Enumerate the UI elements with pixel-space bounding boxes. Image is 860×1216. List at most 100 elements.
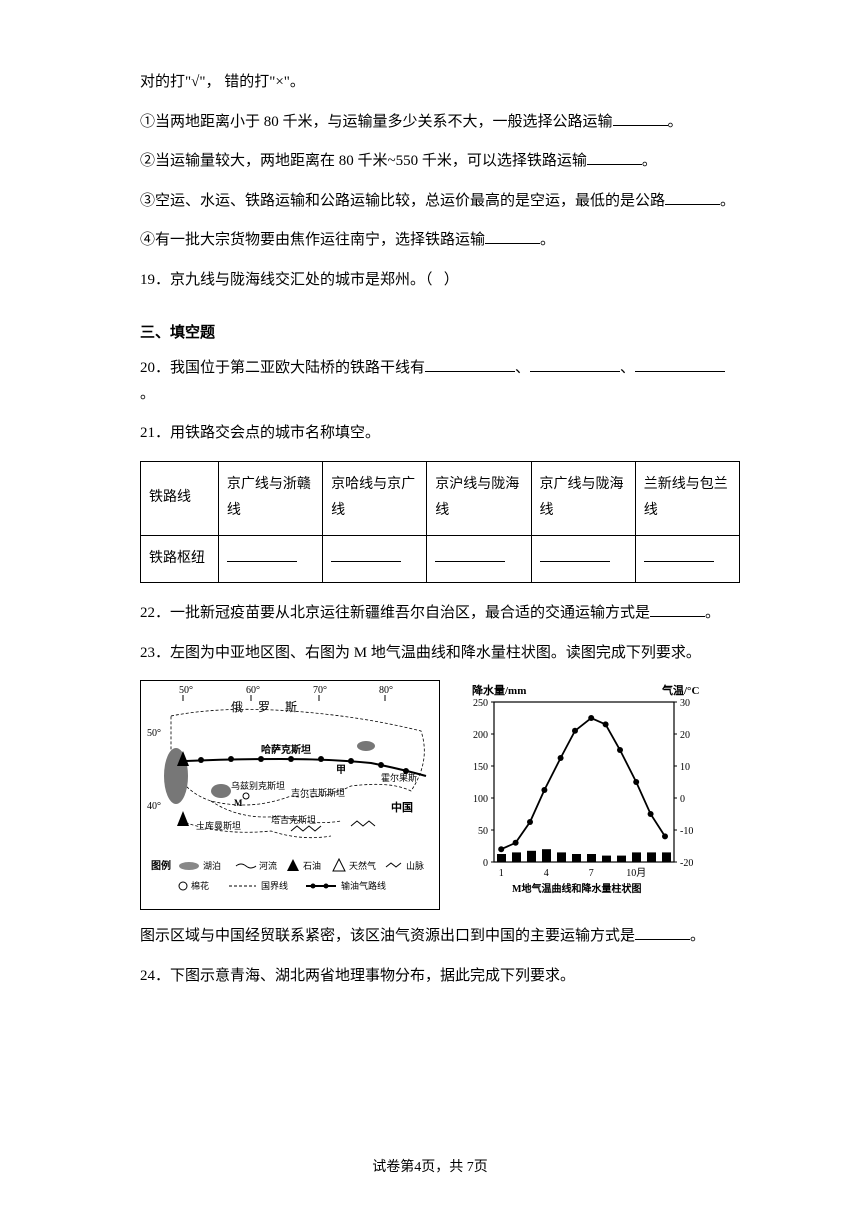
row2-c5 bbox=[635, 535, 739, 583]
blank-20b[interactable] bbox=[530, 356, 620, 372]
huoerguosi-label: 霍尔果斯 bbox=[381, 772, 417, 783]
svg-text:50: 50 bbox=[478, 826, 488, 837]
svg-text:10: 10 bbox=[680, 762, 690, 773]
svg-text:150: 150 bbox=[473, 762, 488, 773]
row1-head: 铁路线 bbox=[141, 461, 219, 535]
blank-23b[interactable] bbox=[635, 924, 690, 940]
blank-hub-3[interactable] bbox=[435, 548, 505, 562]
table-row: 铁路线 京广线与浙赣线 京哈线与京广线 京沪线与陇海线 京广线与陇海线 兰新线与… bbox=[141, 461, 740, 535]
tajikistan-label: 塔吉克斯坦 bbox=[271, 814, 316, 825]
legend-title: 图例 bbox=[151, 859, 171, 872]
lake bbox=[357, 741, 375, 751]
blank-hub-5[interactable] bbox=[644, 548, 714, 562]
q23: 23．左图为中亚地区图、右图为 M 地气温曲线和降水量柱状图。读图完成下列要求。 bbox=[140, 641, 740, 667]
q23b: 图示区域与中国经贸联系紧密，该区油气资源出口到中国的主要运输方式是 。 bbox=[140, 924, 740, 950]
legend-gas: 天然气 bbox=[349, 860, 376, 871]
blank-hub-1[interactable] bbox=[227, 548, 297, 562]
uzbekistan-label: 乌兹别克斯坦 bbox=[231, 780, 285, 791]
svg-text:10月: 10月 bbox=[626, 867, 646, 879]
q20: 20．我国位于第二亚欧大陆桥的铁路干线有、、。 bbox=[140, 356, 740, 407]
svg-text:100: 100 bbox=[473, 794, 488, 805]
svg-text:20: 20 bbox=[680, 730, 690, 741]
row2-c1 bbox=[218, 535, 322, 583]
m-label: M bbox=[234, 798, 243, 808]
page-footer: 试卷第4页，共 7页 bbox=[0, 1156, 860, 1176]
jia-label: 甲 bbox=[336, 764, 346, 776]
row2-c3 bbox=[427, 535, 531, 583]
central-asia-map: 50° 60° 70° 80° 50° 40° 俄 罗 斯 哈 bbox=[140, 680, 440, 910]
lon-70: 70° bbox=[313, 685, 327, 696]
blank-20c[interactable] bbox=[635, 356, 725, 372]
railway-table: 铁路线 京广线与浙赣线 京哈线与京广线 京沪线与陇海线 京广线与陇海线 兰新线与… bbox=[140, 461, 740, 584]
stmt-4-post: 。 bbox=[540, 232, 555, 248]
svg-text:200: 200 bbox=[473, 730, 488, 741]
q21: 21．用铁路交会点的城市名称填空。 bbox=[140, 421, 740, 447]
stmt-3-text: ③空运、水运、铁路运输和公路运输比较，总运价最高的是空运，最低的是公路 bbox=[140, 193, 665, 209]
row1-c1: 京广线与浙赣线 bbox=[218, 461, 322, 535]
q20-pre: 20．我国位于第二亚欧大陆桥的铁路干线有 bbox=[140, 360, 425, 376]
blank-1[interactable] bbox=[613, 110, 668, 126]
q19-text: 19．京九线与陇海线交汇处的城市是郑州。（ bbox=[140, 272, 433, 288]
q20-post: 。 bbox=[140, 386, 155, 402]
svg-text:30: 30 bbox=[680, 698, 690, 709]
blank-3[interactable] bbox=[665, 189, 720, 205]
blank-22[interactable] bbox=[650, 601, 705, 617]
row1-c4: 京广线与陇海线 bbox=[531, 461, 635, 535]
stmt-2-text: ②当运输量较大，两地距离在 80 千米~550 千米，可以选择铁路运输 bbox=[140, 153, 587, 169]
lat-40: 40° bbox=[147, 801, 161, 812]
svg-text:1: 1 bbox=[499, 868, 504, 879]
q23b-post: 。 bbox=[690, 928, 705, 944]
chart-caption: M地气温曲线和降水量柱状图 bbox=[512, 882, 641, 895]
blank-hub-4[interactable] bbox=[540, 548, 610, 562]
legend-oil: 石油 bbox=[303, 860, 321, 871]
blank-4[interactable] bbox=[485, 228, 540, 244]
q23b-pre: 图示区域与中国经贸联系紧密，该区油气资源出口到中国的主要运输方式是 bbox=[140, 928, 635, 944]
blank-2[interactable] bbox=[587, 149, 642, 165]
blank-20a[interactable] bbox=[425, 356, 515, 372]
oil-icon bbox=[177, 811, 189, 826]
intro-line-0: 对的打"√"， 错的打"×"。 bbox=[140, 70, 740, 96]
stmt-1-text: ①当两地距离小于 80 千米，与运输量多少关系不大，一般选择公路运输 bbox=[140, 114, 613, 130]
kazakhstan-label: 哈萨克斯坦 bbox=[261, 743, 311, 756]
legend-pipeline: 输油气路线 bbox=[341, 880, 386, 891]
svg-text:-10: -10 bbox=[680, 826, 693, 837]
stmt-4: ④有一批大宗货物要由焦作运往南宁，选择铁路运输。 bbox=[140, 228, 740, 254]
lat-50: 50° bbox=[147, 728, 161, 739]
row2-head: 铁路枢纽 bbox=[141, 535, 219, 583]
table-row: 铁路枢纽 bbox=[141, 535, 740, 583]
q24: 24．下图示意青海、湖北两省地理事物分布，据此完成下列要求。 bbox=[140, 964, 740, 990]
stmt-1: ①当两地距离小于 80 千米，与运输量多少关系不大，一般选择公路运输。 bbox=[140, 110, 740, 136]
legend-lake: 湖泊 bbox=[203, 861, 221, 871]
climate-chart: 降水量/mm 气温/°C 250200150100500 3020100-10-… bbox=[452, 680, 712, 910]
q19: 19．京九线与陇海线交汇处的城市是郑州。（ ） bbox=[140, 268, 740, 294]
row2-c4 bbox=[531, 535, 635, 583]
svg-text:250: 250 bbox=[473, 698, 488, 709]
lon-50: 50° bbox=[179, 685, 193, 696]
blank-hub-2[interactable] bbox=[331, 548, 401, 562]
lon-60: 60° bbox=[246, 685, 260, 696]
kyrgyzstan-label: 吉尔吉斯斯坦 bbox=[291, 787, 345, 798]
legend-river: 河流 bbox=[259, 860, 277, 871]
q19-post: ） bbox=[444, 272, 459, 288]
aral-sea bbox=[211, 784, 231, 798]
legend-mountain: 山脉 bbox=[406, 860, 424, 871]
lon-80: 80° bbox=[379, 685, 393, 696]
mountain-icon bbox=[291, 826, 321, 831]
svg-text:-20: -20 bbox=[680, 858, 693, 869]
row1-c5: 兰新线与包兰线 bbox=[635, 461, 739, 535]
turkmenistan-label: 土库曼斯坦 bbox=[196, 820, 241, 831]
row2-c2 bbox=[323, 535, 427, 583]
row1-c2: 京哈线与京广线 bbox=[323, 461, 427, 535]
q22-pre: 22．一批新冠疫苗要从北京运往新疆维吾尔自治区，最合适的交通运输方式是 bbox=[140, 605, 650, 621]
svg-text:0: 0 bbox=[680, 794, 685, 805]
q22-post: 。 bbox=[705, 605, 720, 621]
svg-text:4: 4 bbox=[544, 868, 549, 879]
q22: 22．一批新冠疫苗要从北京运往新疆维吾尔自治区，最合适的交通运输方式是 。 bbox=[140, 601, 740, 627]
y-right-label: 气温/°C bbox=[661, 683, 699, 697]
figure-row: 50° 60° 70° 80° 50° 40° 俄 罗 斯 哈 bbox=[140, 680, 740, 910]
svg-text:7: 7 bbox=[589, 868, 594, 879]
y-left-label: 降水量/mm bbox=[472, 683, 526, 697]
legend-border: 国界线 bbox=[261, 880, 288, 891]
row1-c3: 京沪线与陇海线 bbox=[427, 461, 531, 535]
russia-label: 俄 罗 斯 bbox=[231, 700, 303, 714]
